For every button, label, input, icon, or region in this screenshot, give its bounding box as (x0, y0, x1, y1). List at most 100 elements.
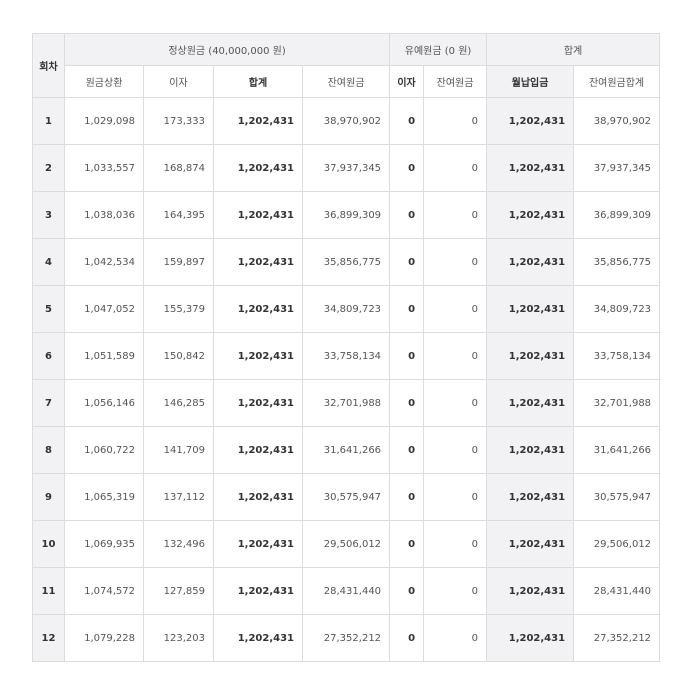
monthly-payment-cell: 1,202,431 (486, 426, 575, 474)
grace-interest-cell: 0 (389, 426, 425, 474)
subtotal-cell: 1,202,431 (213, 97, 303, 145)
principal-repayment-cell: 1,069,935 (64, 520, 144, 568)
total-header: 합계 (486, 33, 661, 66)
interest-cell: 137,112 (143, 473, 214, 521)
grace-remaining-cell: 0 (423, 473, 488, 521)
principal-repayment-cell: 1,060,722 (64, 426, 144, 474)
col-interest: 이자 (143, 65, 214, 98)
grace-remaining-cell: 0 (423, 426, 488, 474)
principal-repayment-cell: 1,056,146 (64, 379, 144, 427)
grace-interest-cell: 0 (389, 285, 425, 333)
interest-cell: 150,842 (143, 332, 214, 380)
col-subtotal: 합계 (213, 65, 303, 98)
round-cell: 4 (32, 238, 65, 286)
grace-remaining-cell: 0 (423, 238, 488, 286)
round-cell: 7 (32, 379, 65, 427)
total-remaining-cell: 32,701,988 (573, 379, 661, 427)
remaining-principal-cell: 33,758,134 (301, 332, 391, 380)
subtotal-cell: 1,202,431 (213, 332, 303, 380)
col-grace-remaining: 잔여원금 (423, 65, 488, 98)
interest-cell: 168,874 (143, 144, 214, 192)
round-cell: 2 (32, 144, 65, 192)
subtotal-cell: 1,202,431 (213, 238, 303, 286)
remaining-principal-cell: 32,701,988 (301, 379, 391, 427)
monthly-payment-cell: 1,202,431 (486, 332, 575, 380)
col-principal-repayment: 원금상환 (64, 65, 144, 98)
principal-repayment-cell: 1,042,534 (64, 238, 144, 286)
table-row: 5 1,047,052 155,379 1,202,431 34,809,723 0 0 1,… (32, 285, 661, 333)
grace-remaining-cell: 0 (423, 144, 488, 192)
grace-interest-cell: 0 (389, 379, 425, 427)
grace-interest-cell: 0 (389, 473, 425, 521)
principal-repayment-cell: 1,074,572 (64, 567, 144, 615)
total-remaining-cell: 34,809,723 (573, 285, 661, 333)
round-cell: 6 (32, 332, 65, 380)
remaining-principal-cell: 30,575,947 (301, 473, 391, 521)
table-row: 6 1,051,589 150,842 1,202,431 33,758,134 0 0 1,… (32, 332, 661, 380)
subtotal-cell: 1,202,431 (213, 426, 303, 474)
subtotal-cell: 1,202,431 (213, 144, 303, 192)
subtotal-cell: 1,202,431 (213, 473, 303, 521)
remaining-principal-cell: 28,431,440 (301, 567, 391, 615)
remaining-principal-cell: 29,506,012 (301, 520, 391, 568)
remaining-principal-cell: 37,937,345 (301, 144, 391, 192)
grace-remaining-cell: 0 (423, 567, 488, 615)
total-remaining-cell: 36,899,309 (573, 191, 661, 239)
grace-principal-header: 유예원금 (0 원) (389, 33, 488, 66)
col-monthly-payment: 월납입금 (486, 65, 575, 98)
col-total-remaining: 잔여원금합계 (573, 65, 661, 98)
remaining-principal-cell: 31,641,266 (301, 426, 391, 474)
header-column-row: 원금상환 이자 합계 잔여원금 이자 잔여원금 월납입금 잔여원금합계 (33, 65, 661, 98)
principal-repayment-cell: 1,051,589 (64, 332, 144, 380)
round-header: 회차 (32, 33, 65, 98)
remaining-principal-cell: 27,352,212 (301, 614, 391, 662)
table-row: 4 1,042,534 159,897 1,202,431 35,856,775 0 0 1,… (32, 238, 661, 286)
principal-repayment-cell: 1,033,557 (64, 144, 144, 192)
table-row: 9 1,065,319 137,112 1,202,431 30,575,947 0 0 1,… (32, 473, 661, 521)
remaining-principal-cell: 35,856,775 (301, 238, 391, 286)
table-row: 10 1,069,935 132,496 1,202,431 29,506,012 0 0 1… (32, 520, 661, 568)
total-remaining-cell: 38,970,902 (573, 97, 661, 145)
grace-remaining-cell: 0 (423, 614, 488, 662)
interest-cell: 132,496 (143, 520, 214, 568)
subtotal-cell: 1,202,431 (213, 191, 303, 239)
col-grace-interest: 이자 (389, 65, 425, 98)
header-group-row: 회차 정상원금 (40,000,000 원) 유예원금 (0 원) 합계 (32, 33, 661, 98)
interest-cell: 159,897 (143, 238, 214, 286)
grace-interest-cell: 0 (389, 520, 425, 568)
table-header: 회차 정상원금 (40,000,000 원) 유예원금 (0 원) 합계 원금상… (32, 33, 661, 98)
grace-remaining-cell: 0 (423, 285, 488, 333)
principal-repayment-cell: 1,079,228 (64, 614, 144, 662)
table-row: 7 1,056,146 146,285 1,202,431 32,701,988 0 0 1,… (32, 379, 661, 427)
grace-remaining-cell: 0 (423, 332, 488, 380)
round-cell: 12 (32, 614, 65, 662)
grace-interest-cell: 0 (389, 332, 425, 380)
total-remaining-cell: 35,856,775 (573, 238, 661, 286)
grace-interest-cell: 0 (389, 567, 425, 615)
subtotal-cell: 1,202,431 (213, 520, 303, 568)
interest-cell: 155,379 (143, 285, 214, 333)
monthly-payment-cell: 1,202,431 (486, 567, 575, 615)
interest-cell: 141,709 (143, 426, 214, 474)
total-remaining-cell: 29,506,012 (573, 520, 661, 568)
total-remaining-cell: 30,575,947 (573, 473, 661, 521)
round-cell: 10 (32, 520, 65, 568)
table-row: 8 1,060,722 141,709 1,202,431 31,641,266 0 0 1,… (32, 426, 661, 474)
subtotal-cell: 1,202,431 (213, 379, 303, 427)
monthly-payment-cell: 1,202,431 (486, 473, 575, 521)
table-row: 1 1,029,098 173,333 1,202,431 38,970,902 0 0 1,… (32, 97, 661, 145)
monthly-payment-cell: 1,202,431 (486, 520, 575, 568)
grace-remaining-cell: 0 (423, 520, 488, 568)
interest-cell: 146,285 (143, 379, 214, 427)
total-remaining-cell: 33,758,134 (573, 332, 661, 380)
monthly-payment-cell: 1,202,431 (486, 97, 575, 145)
table-row: 11 1,074,572 127,859 1,202,431 28,431,440 0 0 1… (32, 567, 661, 615)
principal-repayment-cell: 1,038,036 (64, 191, 144, 239)
interest-cell: 123,203 (143, 614, 214, 662)
regular-principal-header: 정상원금 (40,000,000 원) (63, 33, 391, 66)
principal-repayment-cell: 1,047,052 (64, 285, 144, 333)
round-cell: 3 (32, 191, 65, 239)
total-remaining-cell: 37,937,345 (573, 144, 661, 192)
monthly-payment-cell: 1,202,431 (486, 191, 575, 239)
total-remaining-cell: 27,352,212 (573, 614, 661, 662)
